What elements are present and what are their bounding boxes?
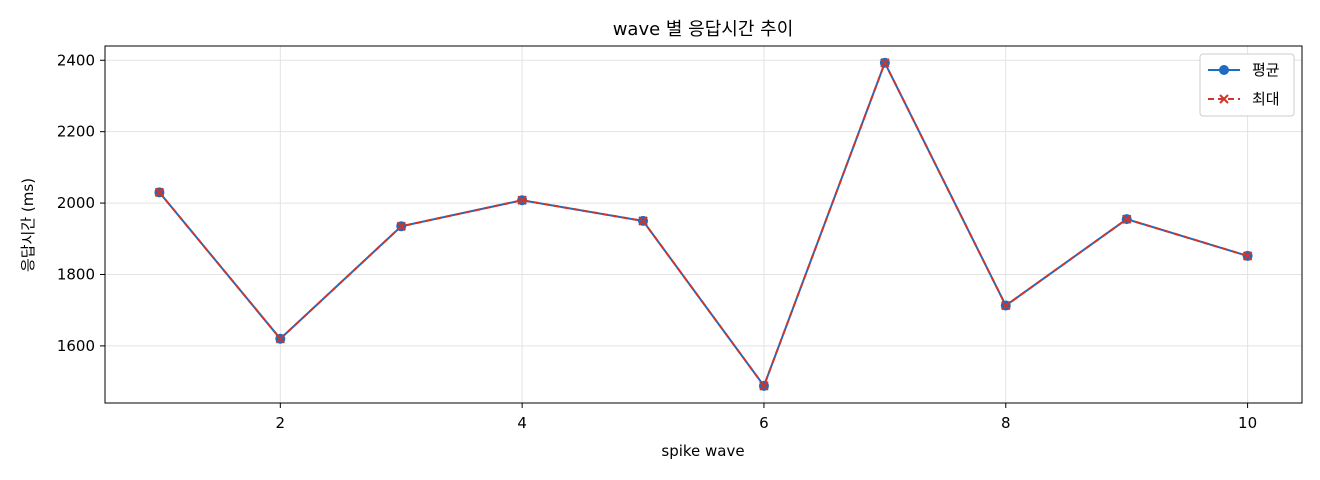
x-tick-label: 6 — [759, 414, 769, 432]
x-tick-label: 4 — [517, 414, 527, 432]
y-tick-label: 1800 — [57, 265, 95, 283]
legend-label-max: 최대 — [1252, 90, 1280, 108]
data-point — [154, 187, 165, 198]
x-tick-label: 10 — [1238, 414, 1257, 432]
axis-ticks: 2 4 6 8 10 1600 1800 2000 2200 2400 — [57, 51, 1257, 432]
data-point — [1242, 251, 1253, 261]
series-avg — [154, 57, 1253, 391]
legend-marker-avg — [1219, 65, 1229, 75]
legend-label-avg: 평균 — [1252, 61, 1280, 79]
legend: 평균 최대 — [1199, 53, 1295, 117]
data-point — [396, 221, 406, 231]
data-point — [1001, 300, 1011, 311]
y-tick-label: 2200 — [57, 123, 95, 141]
x-tick-label: 8 — [1001, 414, 1011, 432]
series-line — [158, 60, 1248, 388]
legend-marker-max — [1219, 94, 1229, 104]
series-line — [158, 60, 1248, 388]
series-max — [154, 58, 1253, 391]
chart-title: wave 별 응답시간 추이 — [613, 19, 794, 40]
data-point — [1121, 214, 1132, 224]
plot-area — [104, 45, 1303, 404]
data-point — [275, 334, 286, 344]
y-tick-label: 2000 — [57, 194, 95, 212]
data-point — [759, 381, 769, 391]
x-tick-label: 2 — [276, 414, 286, 432]
x-axis-label: spike wave — [661, 442, 744, 460]
legend-box — [1199, 53, 1295, 117]
y-tick-label: 1600 — [57, 337, 95, 355]
data-point — [517, 195, 527, 205]
y-tick-label: 2400 — [57, 51, 95, 69]
series-layer — [154, 57, 1253, 391]
grid — [105, 46, 1302, 403]
data-point — [880, 58, 890, 68]
data-point — [638, 216, 648, 226]
y-axis-label: 응답시간 (ms) — [19, 178, 37, 272]
